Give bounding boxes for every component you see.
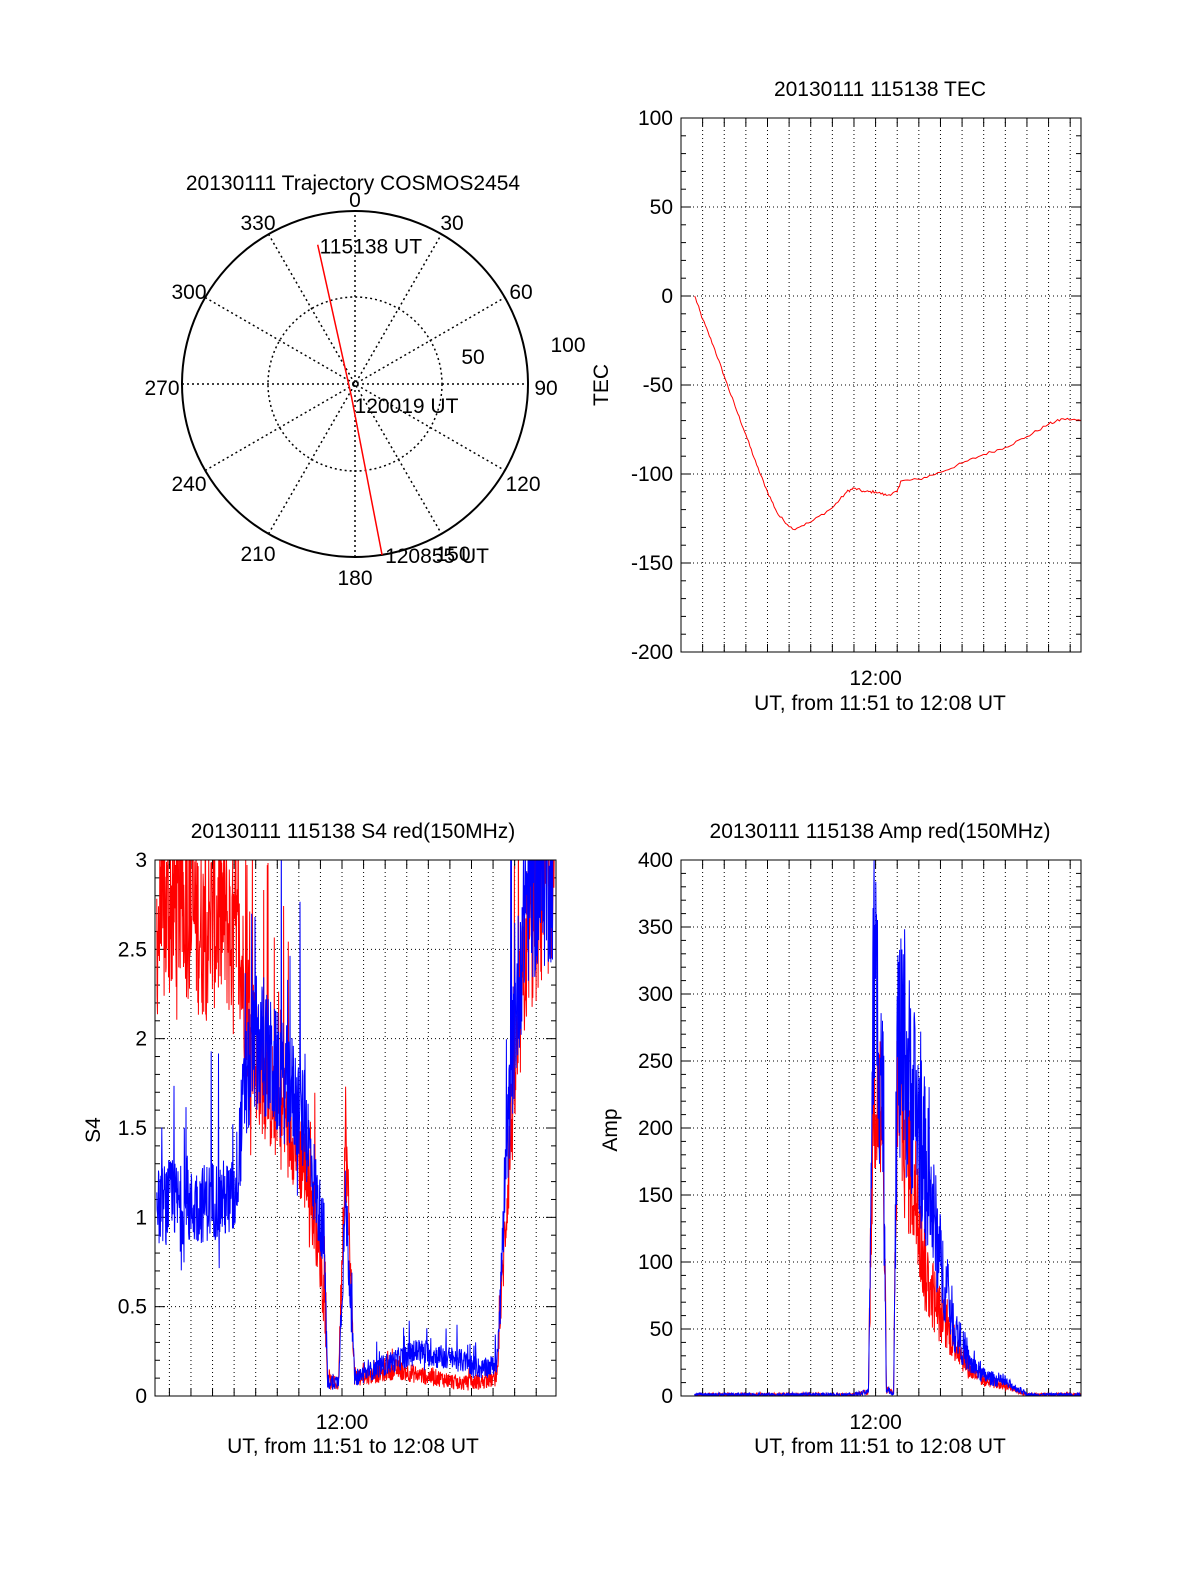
polar-angle-label: 120 — [505, 473, 540, 496]
plot-frame — [680, 859, 1082, 1397]
y-tick-label: 1.5 — [118, 1117, 147, 1140]
polar-angle-label: 240 — [171, 473, 206, 496]
amp-title: 20130111 115138 Amp red(150MHz) — [710, 820, 1051, 843]
y-tick-label: 150 — [638, 1184, 673, 1207]
trajectory-time-label: 120019 UT — [355, 395, 459, 418]
tec-title: 20130111 115138 TEC — [774, 78, 986, 101]
polar-angle-label: 300 — [171, 281, 206, 304]
y-tick-label: 100 — [638, 1251, 673, 1274]
amp-xlabel: UT, from 11:51 to 12:08 UT — [754, 1435, 1006, 1458]
y-tick-label: 0 — [135, 1385, 147, 1408]
y-tick-label: 250 — [638, 1050, 673, 1073]
polar-trajectory: 115138 UT 120019 UT 120855 UT — [316, 236, 489, 568]
polar-angle-labels: 0 30 60 90 120 150 180 210 240 270 300 330 — [144, 189, 557, 590]
y-tick-label: -150 — [631, 552, 673, 575]
polar-title: 20130111 Trajectory COSMOS2454 — [186, 172, 521, 195]
y-tick-label: 400 — [638, 849, 673, 872]
series-line-red — [694, 295, 1081, 531]
y-tick-label: 50 — [650, 196, 673, 219]
y-tick-label: 0 — [661, 1385, 673, 1408]
x-tick-label: 12:00 — [316, 1411, 369, 1434]
polar-angle-label: 0 — [349, 189, 361, 212]
s4-xlabel: UT, from 11:51 to 12:08 UT — [227, 1435, 479, 1458]
trajectory-time-label: 120855 UT — [385, 545, 489, 568]
y-tick-label: -100 — [631, 463, 673, 486]
y-tick-label: 50 — [650, 1318, 673, 1341]
polar-angle-label: 30 — [440, 212, 463, 235]
y-tick-label: -50 — [643, 374, 673, 397]
polar-panel: 20130111 Trajectory COSMOS2454 0 30 60 90 12… — [144, 172, 585, 590]
polar-outer-ring — [181, 210, 529, 558]
tec-panel: 20130111 115138 TEC TEC UT, from 11:51 t… — [590, 78, 1082, 715]
s4-panel: 20130111 115138 S4 red(150MHz) S4 UT, fr… — [82, 820, 557, 1458]
polar-angle-label: 150 — [435, 543, 470, 566]
amp-ylabel: Amp — [599, 1108, 622, 1151]
y-tick-label: 350 — [638, 916, 673, 939]
polar-radial-label: 50 — [461, 346, 484, 369]
plot-frame — [154, 859, 557, 1397]
series-line-blue — [156, 860, 555, 1390]
series-line-red — [156, 860, 555, 1391]
y-tick-label: 100 — [638, 107, 673, 130]
plot-frame — [680, 117, 1082, 653]
series-line-blue — [694, 860, 1081, 1396]
y-tick-label: 300 — [638, 983, 673, 1006]
s4-title: 20130111 115138 S4 red(150MHz) — [191, 820, 516, 843]
polar-grid-circle — [267, 296, 443, 472]
y-tick-label: -200 — [631, 641, 673, 664]
tec-ylabel: TEC — [590, 364, 613, 406]
polar-angle-label: 210 — [240, 543, 275, 566]
y-tick-label: 2.5 — [118, 938, 147, 961]
y-tick-label: 0.5 — [118, 1296, 147, 1319]
y-tick-label: 200 — [638, 1117, 673, 1140]
x-tick-label: 12:00 — [849, 1411, 902, 1434]
y-tick-label: 2 — [135, 1028, 147, 1051]
y-tick-label: 3 — [135, 849, 147, 872]
y-tick-label: 0 — [661, 285, 673, 308]
series-line-red — [694, 1015, 1081, 1396]
polar-angle-label: 60 — [509, 281, 532, 304]
trajectory-line — [316, 244, 383, 556]
polar-angle-label: 180 — [337, 567, 372, 590]
amp-panel: 20130111 115138 Amp red(150MHz) Amp UT, … — [599, 820, 1082, 1458]
x-tick-label: 12:00 — [849, 667, 902, 690]
y-tick-label: 1 — [135, 1206, 147, 1229]
polar-radial-labels: 50 100 — [461, 334, 585, 369]
polar-angle-label: 90 — [534, 377, 557, 400]
polar-grid — [182, 211, 528, 557]
trajectory-time-label: 115138 UT — [320, 236, 423, 259]
polar-angle-label: 330 — [240, 212, 275, 235]
tec-xlabel: UT, from 11:51 to 12:08 UT — [754, 692, 1006, 715]
polar-radial-label: 100 — [550, 334, 585, 357]
polar-angle-label: 270 — [144, 377, 179, 400]
s4-ylabel: S4 — [82, 1117, 105, 1143]
